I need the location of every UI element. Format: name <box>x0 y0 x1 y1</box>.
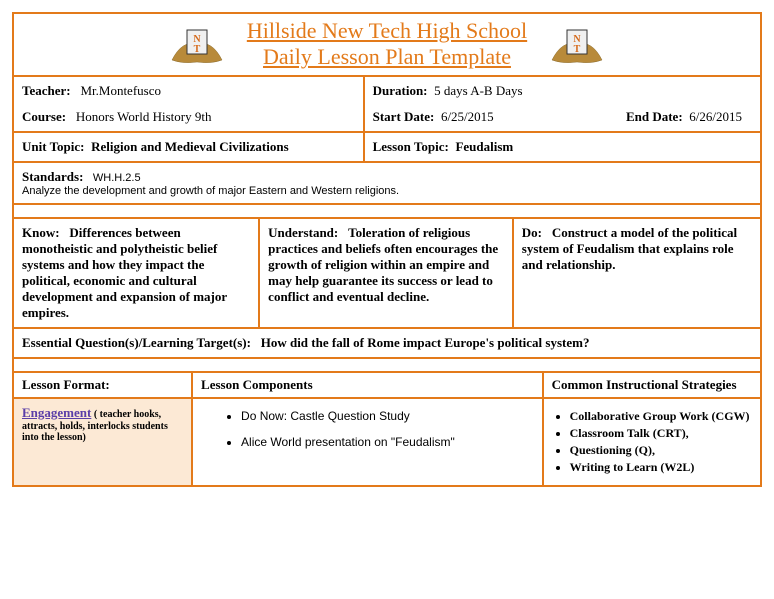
engagement-cell: Engagement ( teacher hooks, attracts, ho… <box>14 399 193 485</box>
standards-row: Standards: WH.H.2.5 Analyze the developm… <box>14 163 760 205</box>
end-date-value: 6/26/2015 <box>686 109 742 124</box>
duration-value: 5 days A-B Days <box>431 83 523 98</box>
strategies-cell: Collaborative Group Work (CGW) Classroom … <box>544 399 760 485</box>
strategies-list: Collaborative Group Work (CGW) Classroom … <box>570 409 752 475</box>
lesson-plan-container: N T Hillside New Tech High School Daily … <box>12 12 762 487</box>
end-date-label: End Date: <box>626 109 683 124</box>
know-cell: Know: Differences between monotheistic a… <box>14 219 260 327</box>
start-date-label: Start Date: <box>373 109 435 124</box>
component-item: Do Now: Castle Question Study <box>241 409 534 423</box>
engagement-row: Engagement ( teacher hooks, attracts, ho… <box>14 399 760 485</box>
know-label: Know: <box>22 225 60 240</box>
header-row: N T Hillside New Tech High School Daily … <box>14 14 760 77</box>
duration-dates-cell: Duration: 5 days A-B Days Start Date: 6/… <box>365 77 760 131</box>
do-cell: Do: Construct a model of the political s… <box>514 219 760 327</box>
page-title: Hillside New Tech High School Daily Less… <box>247 18 527 71</box>
essential-cell: Essential Question(s)/Learning Target(s)… <box>14 329 760 357</box>
understand-cell: Understand: Toleration of religious prac… <box>260 219 514 327</box>
teacher-course-cell: Teacher: Mr.Montefusco Course: Honors Wo… <box>14 77 365 131</box>
component-item: Alice World presentation on "Feudalism" <box>241 435 534 449</box>
components-cell: Do Now: Castle Question Study Alice World… <box>193 399 544 485</box>
kud-row: Know: Differences between monotheistic a… <box>14 219 760 329</box>
unit-topic-cell: Unit Topic: Religion and Medieval Civili… <box>14 133 365 161</box>
course-value: Honors World History 9th <box>69 109 211 124</box>
essential-label: Essential Question(s)/Learning Target(s)… <box>22 335 251 350</box>
svg-text:T: T <box>574 44 581 55</box>
format-col3: Common Instructional Strategies <box>544 373 760 397</box>
lesson-topic-label: Lesson Topic: <box>373 139 449 154</box>
start-date-value: 6/25/2015 <box>438 109 494 124</box>
strategy-item: Collaborative Group Work (CGW) <box>570 409 752 424</box>
teacher-value: Mr.Montefusco <box>74 83 161 98</box>
format-col1: Lesson Format: <box>14 373 193 397</box>
unit-topic-label: Unit Topic: <box>22 139 85 154</box>
essential-row: Essential Question(s)/Learning Target(s)… <box>14 329 760 359</box>
do-text: Construct a model of the political syste… <box>522 225 737 272</box>
standards-cell: Standards: WH.H.2.5 Analyze the developm… <box>14 163 760 203</box>
unit-topic-value: Religion and Medieval Civilizations <box>88 139 289 154</box>
lesson-topic-cell: Lesson Topic: Feudalism <box>365 133 760 161</box>
course-label: Course: <box>22 109 66 124</box>
standards-text: Analyze the development and growth of ma… <box>22 185 752 197</box>
lesson-topic-value: Feudalism <box>452 139 513 154</box>
spacer-1 <box>14 205 760 219</box>
do-label: Do: <box>522 225 542 240</box>
teacher-course-row: Teacher: Mr.Montefusco Course: Honors Wo… <box>14 77 760 133</box>
topics-row: Unit Topic: Religion and Medieval Civili… <box>14 133 760 163</box>
svg-text:T: T <box>193 44 200 55</box>
duration-label: Duration: <box>373 83 428 98</box>
standards-code: WH.H.2.5 <box>87 172 141 184</box>
engagement-link[interactable]: Engagement <box>22 405 91 420</box>
understand-label: Understand: <box>268 225 338 240</box>
teacher-label: Teacher: <box>22 83 71 98</box>
strategy-item: Questioning (Q), <box>570 443 752 458</box>
school-logo-right: N T <box>547 20 607 68</box>
title-line-1: Hillside New Tech High School <box>247 18 527 44</box>
school-logo-left: N T <box>167 20 227 68</box>
essential-text: How did the fall of Rome impact Europe's… <box>254 335 589 350</box>
format-header-row: Lesson Format: Lesson Components Common … <box>14 373 760 399</box>
strategy-item: Writing to Learn (W2L) <box>570 460 752 475</box>
format-col2: Lesson Components <box>193 373 544 397</box>
components-list: Do Now: Castle Question Study Alice World… <box>241 409 534 449</box>
title-line-2: Daily Lesson Plan Template <box>247 44 527 70</box>
standards-label: Standards: <box>22 169 83 184</box>
spacer-2 <box>14 359 760 373</box>
strategy-item: Classroom Talk (CRT), <box>570 426 752 441</box>
